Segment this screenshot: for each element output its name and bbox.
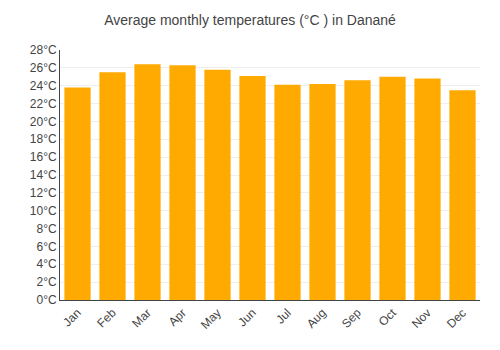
svg-text:Jan: Jan — [60, 306, 84, 330]
svg-text:0°C: 0°C — [36, 293, 56, 307]
svg-text:Average monthly temperatures (: Average monthly temperatures (°C ) in Da… — [104, 12, 396, 28]
svg-text:26°C: 26°C — [30, 61, 57, 75]
svg-text:10°C: 10°C — [30, 204, 57, 218]
svg-text:8°C: 8°C — [36, 222, 56, 236]
svg-text:Feb: Feb — [94, 306, 119, 331]
svg-text:Sep: Sep — [339, 306, 364, 331]
svg-text:4°C: 4°C — [36, 257, 56, 271]
svg-text:Mar: Mar — [129, 306, 154, 331]
svg-text:Nov: Nov — [409, 306, 434, 331]
svg-text:May: May — [198, 306, 224, 332]
svg-text:Dec: Dec — [444, 306, 469, 331]
svg-text:14°C: 14°C — [30, 168, 57, 182]
svg-text:2°C: 2°C — [36, 275, 56, 289]
svg-text:Apr: Apr — [166, 306, 189, 329]
svg-text:28°C: 28°C — [30, 43, 57, 57]
svg-text:24°C: 24°C — [30, 79, 57, 93]
svg-text:22°C: 22°C — [30, 97, 57, 111]
svg-text:18°C: 18°C — [30, 132, 57, 146]
svg-text:Jun: Jun — [235, 306, 259, 330]
svg-text:20°C: 20°C — [30, 115, 57, 129]
svg-text:6°C: 6°C — [36, 240, 56, 254]
svg-text:16°C: 16°C — [30, 150, 57, 164]
svg-text:12°C: 12°C — [30, 186, 57, 200]
svg-text:Jul: Jul — [273, 306, 294, 327]
svg-text:Aug: Aug — [304, 306, 329, 331]
svg-text:Oct: Oct — [376, 305, 400, 329]
